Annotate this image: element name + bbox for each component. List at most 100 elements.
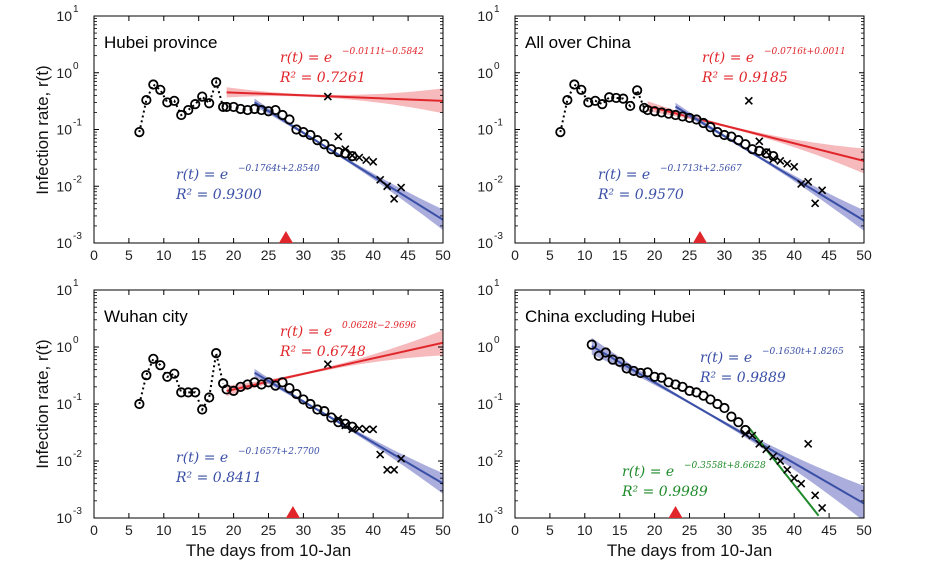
- data-point-x: [790, 162, 799, 171]
- data-point-x: [369, 425, 378, 434]
- data-point-circle: [221, 384, 232, 395]
- panel-title: All over China: [525, 33, 631, 52]
- equation-base: r(t) = e: [702, 50, 754, 66]
- data-point-x: [376, 450, 385, 459]
- fit-band-blue: [591, 337, 864, 518]
- data-point-circle: [312, 404, 323, 415]
- data-point-circle: [326, 412, 337, 423]
- plot-area: [134, 77, 443, 231]
- r-squared-label: R² = 0.6748: [279, 344, 366, 360]
- x-tick-label: 20: [226, 247, 242, 263]
- data-point-circle: [684, 112, 695, 124]
- y-tick-label: 10: [56, 453, 72, 469]
- data-point-x: [776, 156, 785, 165]
- y-tick-exponent: -1: [73, 392, 82, 403]
- fit-equation-red: r(t) = e −0.0111t−0.5842 R² = 0.7261: [279, 47, 424, 86]
- fit-line-red: [647, 105, 864, 162]
- fit-equation-red: r(t) = e 0.0628t−2.9696 R² = 0.6748: [279, 321, 416, 360]
- equation-exponent: −0.1713t+2.5667: [660, 164, 742, 174]
- intervention-triangle-icon: [668, 506, 683, 518]
- data-point-circle: [740, 139, 751, 150]
- data-point-circle: [190, 99, 201, 110]
- data-point-x: [776, 456, 785, 466]
- data-point-circle: [684, 385, 695, 396]
- data-point-circle: [562, 94, 573, 106]
- x-tick-label: 5: [546, 247, 554, 263]
- y-tick-exponent: 1: [73, 4, 79, 15]
- dotted-connector: [559, 82, 646, 133]
- data-point-circle: [642, 104, 653, 116]
- plot-area: [586, 337, 864, 518]
- y-tick-exponent: 1: [494, 4, 500, 15]
- x-tick-label: 50: [435, 247, 451, 263]
- data-point-x: [355, 153, 364, 162]
- y-tick-label: 10: [56, 396, 72, 412]
- x-tick-label: 25: [261, 247, 277, 263]
- data-point-circle: [656, 372, 667, 383]
- panel-title: Hubei province: [104, 33, 217, 52]
- data-point-circle: [705, 394, 716, 405]
- fit-equation-blue: r(t) = e −0.1630t+1.8265 R² = 0.9889: [699, 347, 844, 386]
- x-tick-label: 25: [682, 522, 698, 538]
- y-tick-label: 10: [56, 178, 72, 194]
- fit-equation-blue: r(t) = e −0.1764t+2.8540 R² = 0.9300: [175, 164, 320, 203]
- data-point-circle: [204, 98, 215, 109]
- panel-title: Wuhan city: [104, 307, 188, 326]
- equation-exponent: −0.0716t+0.0011: [764, 47, 846, 57]
- data-point-x: [397, 454, 406, 463]
- x-tick-label: 50: [435, 522, 451, 538]
- data-point-circle: [169, 368, 180, 379]
- data-point-x: [741, 429, 750, 438]
- x-tick-label: 45: [400, 522, 416, 538]
- data-point-circle: [284, 383, 295, 394]
- x-tick-label: 5: [125, 247, 133, 263]
- data-point-circle: [597, 99, 608, 110]
- x-tick-label: 35: [752, 522, 768, 538]
- y-tick-exponent: 0: [73, 335, 79, 346]
- data-point-x: [334, 414, 343, 423]
- equation-exponent: −0.1764t+2.8540: [238, 164, 320, 174]
- x-tick-label: 30: [296, 247, 312, 263]
- data-point-circle: [555, 126, 566, 138]
- data-point-circle: [249, 103, 260, 115]
- y-tick-exponent: -1: [73, 118, 82, 129]
- r-squared-label: R² = 0.8411: [175, 470, 262, 486]
- x-tick-label: 15: [191, 247, 207, 263]
- y-tick-label: 10: [56, 339, 72, 355]
- y-tick-exponent: 0: [494, 335, 500, 346]
- x-tick-label: 40: [365, 522, 381, 538]
- data-point-circle: [270, 104, 281, 116]
- y-tick-label: 10: [477, 235, 493, 251]
- x-tick-label: 40: [365, 247, 381, 263]
- x-tick-label: 10: [156, 522, 172, 538]
- data-point-x: [348, 151, 357, 160]
- y-tick-exponent: 1: [494, 278, 500, 289]
- data-point-circle: [291, 388, 302, 400]
- y-tick-exponent: -2: [73, 174, 82, 185]
- fit-band-red: [226, 330, 443, 397]
- x-tick-label: 35: [331, 522, 347, 538]
- y-tick-exponent: -2: [494, 174, 503, 185]
- data-point-x: [769, 155, 778, 164]
- y-tick-exponent: -2: [494, 449, 503, 460]
- data-point-circle: [277, 377, 288, 388]
- data-point-x: [790, 474, 799, 483]
- data-point-x: [355, 424, 364, 433]
- data-point-x: [748, 431, 757, 440]
- equation-exponent: −0.0111t−0.5842: [342, 47, 424, 57]
- fit-line-red: [226, 341, 443, 392]
- x-tick-label: 10: [577, 522, 593, 538]
- data-point-circle: [635, 367, 646, 379]
- data-point-circle: [705, 122, 716, 133]
- equation-base: r(t) = e: [176, 450, 228, 466]
- fit-line-red: [226, 91, 443, 102]
- data-point-x: [383, 465, 392, 474]
- data-point-circle: [677, 111, 688, 122]
- x-axis-label: The days from 10-Jan: [607, 541, 772, 560]
- fit-band-blue: [254, 368, 443, 494]
- x-tick-label: 10: [577, 247, 593, 263]
- y-tick-exponent: -3: [73, 231, 82, 242]
- data-point-x: [362, 155, 371, 165]
- y-tick-label: 10: [477, 122, 493, 138]
- data-point-x: [818, 186, 827, 195]
